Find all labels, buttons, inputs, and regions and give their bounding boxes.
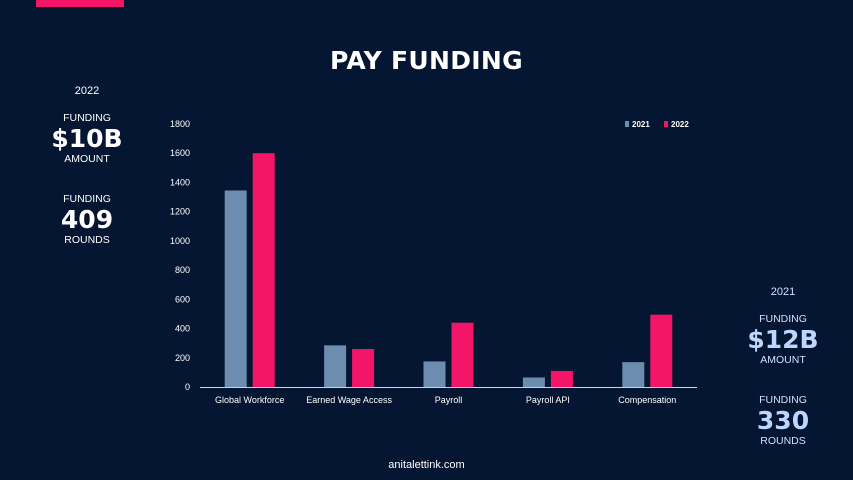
bar-2022-payroll <box>451 322 474 387</box>
stats-2021-amount-label-bottom: AMOUNT <box>760 354 806 366</box>
x-category-label: Payroll <box>435 395 463 405</box>
x-category-label: Earned Wage Access <box>306 395 392 405</box>
legend-label-2022: 2022 <box>671 120 689 129</box>
stats-2022-amount-label-bottom: AMOUNT <box>64 153 110 165</box>
x-category-label: Compensation <box>618 395 676 405</box>
page-title: PAY FUNDING <box>330 46 523 75</box>
legend-swatch-2022 <box>664 121 668 127</box>
y-tick-label: 1200 <box>170 207 190 217</box>
stats-2022-rounds-label-top: FUNDING <box>63 193 111 205</box>
bar-2021-payroll <box>423 361 446 387</box>
stats-2021-rounds-label-top: FUNDING <box>759 394 807 406</box>
footer-credit: anitalettink.com <box>388 459 465 471</box>
y-tick-label: 600 <box>175 294 190 304</box>
y-tick-label: 200 <box>175 353 190 363</box>
stats-2022-rounds-label-bottom: ROUNDS <box>64 234 110 246</box>
stats-2021-amount-label-top: FUNDING <box>759 313 807 325</box>
stats-2022-amount-value: $10B <box>51 124 123 153</box>
stats-2021-rounds-value: 330 <box>756 406 810 435</box>
stats-2021-panel: 2021 FUNDING $12B AMOUNT FUNDING 330 ROU… <box>728 286 838 448</box>
x-category-label: Global Workforce <box>215 395 284 405</box>
y-tick-label: 1000 <box>170 236 190 246</box>
y-tick-label: 1400 <box>170 177 190 187</box>
y-tick-label: 0 <box>185 382 190 392</box>
stats-2022-year: 2022 <box>74 85 100 97</box>
stats-2021-amount-value: $12B <box>747 325 819 354</box>
legend-swatch-2021 <box>625 121 629 127</box>
y-tick-label: 800 <box>175 265 190 275</box>
bar-2021-payroll-api <box>522 377 545 387</box>
bar-2022-global-workforce <box>252 153 275 387</box>
stats-2021-rounds-label-bottom: ROUNDS <box>760 435 806 447</box>
y-tick-label: 1800 <box>170 119 190 129</box>
bar-2021-compensation <box>622 362 645 387</box>
stats-2021-year: 2021 <box>770 286 796 298</box>
stats-2022-rounds-value: 409 <box>60 205 114 234</box>
x-category-label: Payroll API <box>526 395 570 405</box>
legend-label-2021: 2021 <box>632 120 650 129</box>
bar-2022-compensation <box>650 314 673 387</box>
stats-2022-amount-label-top: FUNDING <box>63 112 111 124</box>
bar-2022-earned-wage-access <box>352 349 375 387</box>
accent-bar <box>36 0 124 7</box>
stats-2022-panel: 2022 FUNDING $10B AMOUNT FUNDING 409 ROU… <box>32 85 142 247</box>
y-tick-label: 1600 <box>170 148 190 158</box>
bar-2022-payroll-api <box>550 370 573 387</box>
bar-2021-global-workforce <box>224 190 247 387</box>
y-tick-label: 400 <box>175 324 190 334</box>
bar-2021-earned-wage-access <box>324 345 347 387</box>
